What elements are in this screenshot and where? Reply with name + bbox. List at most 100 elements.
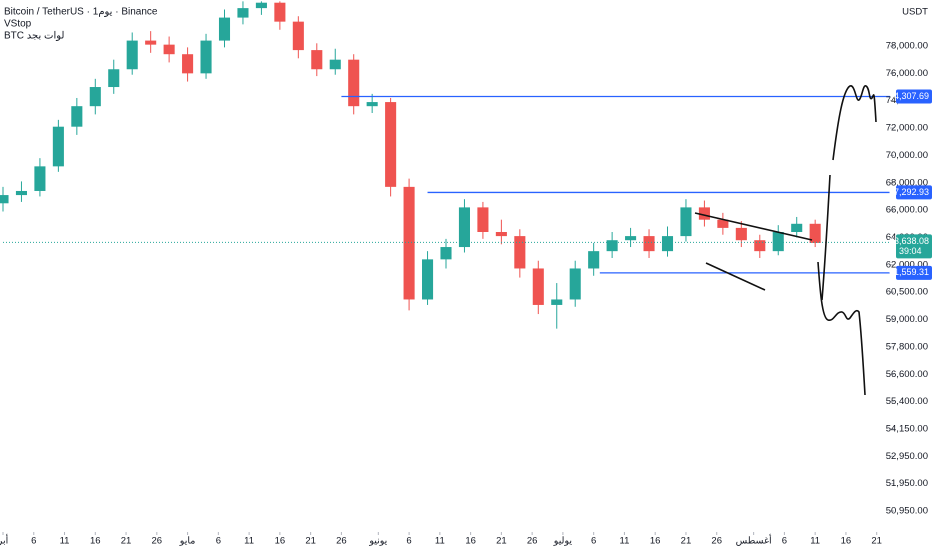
x-tick-label: 6	[216, 536, 221, 547]
price-axis: 78,000.0076,000.0074,000.0072,000.0070,0…	[886, 41, 932, 517]
x-tick-label: أغسطس	[736, 534, 772, 547]
y-tick-label: 51,950.00	[886, 478, 928, 489]
candle-body	[200, 40, 212, 74]
candle-body	[403, 186, 415, 300]
x-tick-label: 6	[782, 536, 787, 547]
last-price-label: 63,638.08	[889, 236, 929, 246]
y-tick-label: 55,400.00	[886, 396, 928, 407]
candle-body	[551, 299, 563, 305]
price-level-label: 61,559.31	[889, 267, 929, 277]
x-tick-label: مايو	[179, 536, 196, 547]
x-tick-label: 11	[435, 536, 445, 547]
y-tick-label: 50,950.00	[886, 506, 928, 517]
x-tick-label: 16	[275, 536, 286, 547]
candle-body	[532, 268, 544, 305]
x-tick-label: 11	[619, 536, 629, 547]
candle-body	[458, 207, 470, 248]
drawings	[694, 85, 877, 396]
y-tick-label: 72,000.00	[886, 123, 928, 134]
candle-body	[52, 126, 64, 167]
x-tick-label: 6	[406, 536, 411, 547]
y-tick-label: 70,000.00	[886, 150, 928, 161]
candle-body	[311, 50, 323, 70]
symbol-title: Bitcoin / TetherUS · 1يوم · Binance	[4, 7, 158, 18]
x-tick-label: 6	[31, 536, 36, 547]
candle-body	[348, 59, 360, 107]
candle-body	[717, 219, 729, 228]
candle-body	[292, 21, 304, 51]
x-tick-label: 6	[591, 536, 596, 547]
x-tick-label: 26	[711, 536, 722, 547]
price-level-tag	[896, 185, 932, 200]
last-price-tag	[896, 234, 932, 259]
price-level-label: 67,292.93	[889, 187, 929, 197]
candle-body	[514, 236, 526, 269]
x-tick-label: يونيو	[368, 536, 387, 547]
candle-body	[366, 102, 378, 107]
x-tick-label: 11	[60, 536, 70, 547]
projection	[821, 174, 831, 301]
candle-body	[772, 232, 784, 252]
projection	[832, 85, 877, 161]
y-tick-label: 62,000.00	[886, 259, 928, 270]
candle-body	[89, 87, 101, 107]
price-level-tag	[896, 89, 932, 104]
candle-body	[643, 236, 655, 252]
candle-body	[274, 2, 286, 22]
candle-body	[569, 268, 581, 300]
x-tick-label: 26	[336, 536, 347, 547]
candle-body	[182, 54, 194, 74]
y-tick-label: 68,000.00	[886, 177, 928, 188]
candle-body	[606, 240, 618, 252]
x-tick-label: يوليو	[553, 536, 573, 547]
watermark-label: BTC لوات بجد	[4, 31, 64, 42]
x-tick-label: 21	[871, 536, 882, 547]
y-tick-label: 52,950.00	[886, 451, 928, 462]
y-tick-label: 60,500.00	[886, 287, 928, 298]
y-tick-label: 78,000.00	[886, 41, 928, 52]
projection	[817, 261, 866, 396]
y-tick-label: 66,000.00	[886, 205, 928, 216]
candle-body	[255, 2, 267, 9]
x-tick-label: 16	[465, 536, 476, 547]
candle-body	[329, 59, 341, 70]
plot-area	[0, 1, 890, 329]
candle-body	[625, 236, 637, 241]
candle-body	[15, 190, 27, 196]
y-tick-label: 76,000.00	[886, 68, 928, 79]
price-level-tag	[896, 265, 932, 280]
candle-body	[440, 247, 452, 260]
candle-body	[34, 166, 46, 191]
candle-body	[0, 195, 9, 204]
candle-body	[735, 227, 747, 241]
x-tick-label: 11	[244, 536, 254, 547]
y-tick-label: 56,600.00	[886, 369, 928, 380]
candle-body	[698, 207, 710, 220]
countdown: 39:04	[899, 246, 922, 256]
candle-body	[495, 232, 507, 237]
x-tick-label: 21	[121, 536, 132, 547]
indicator-name: VStop	[4, 19, 32, 30]
candle-body	[477, 207, 489, 232]
candle-body	[754, 240, 766, 252]
candle-body	[163, 44, 175, 55]
x-tick-label: 16	[650, 536, 661, 547]
y-tick-label: 59,000.00	[886, 314, 928, 325]
x-tick-label: 16	[90, 536, 101, 547]
candle-body	[791, 223, 803, 232]
price-level-label: 74,307.69	[889, 91, 929, 101]
candle-body	[218, 17, 231, 41]
x-tick-label: 21	[496, 536, 507, 547]
currency: USDT	[902, 7, 928, 18]
trend-line	[705, 262, 766, 291]
candle-body	[126, 40, 138, 70]
x-tick-label: 16	[841, 536, 852, 547]
x-tick-label: 11	[810, 536, 820, 547]
candle-body	[422, 259, 434, 300]
candle-body	[680, 207, 692, 237]
candle-body	[661, 236, 674, 252]
x-tick-label: أبر	[0, 534, 9, 547]
x-tick-label: 21	[681, 536, 692, 547]
x-tick-label: 26	[527, 536, 538, 547]
